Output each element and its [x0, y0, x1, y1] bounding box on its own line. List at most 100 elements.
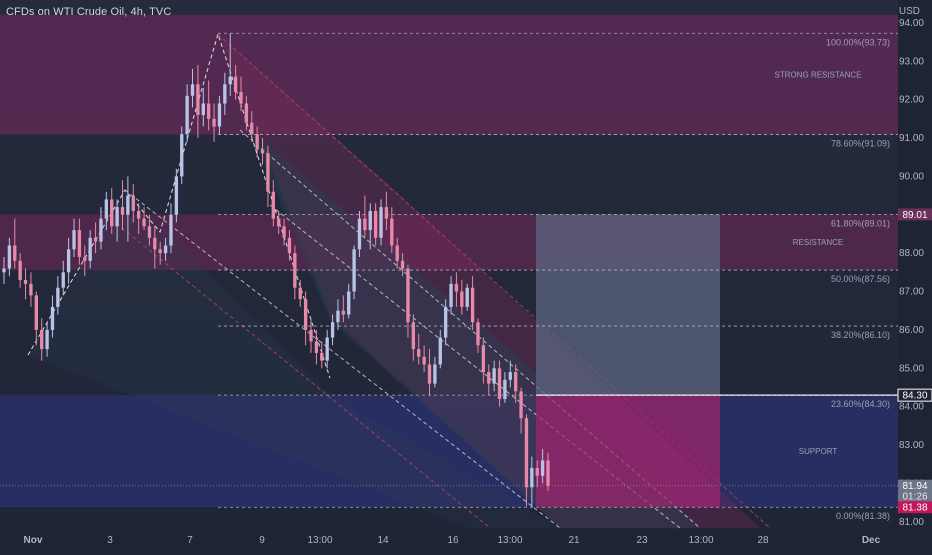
candle[interactable] [336, 310, 340, 323]
candle[interactable] [223, 84, 227, 104]
candle[interactable] [363, 218, 367, 231]
candle[interactable] [169, 214, 173, 246]
candle[interactable] [99, 218, 103, 242]
candle[interactable] [492, 368, 496, 384]
candle[interactable] [460, 291, 464, 307]
candle[interactable] [411, 322, 416, 350]
candle[interactable] [136, 210, 141, 219]
candle[interactable] [228, 76, 232, 85]
candle[interactable] [438, 337, 442, 365]
candle[interactable] [373, 210, 378, 238]
candle[interactable] [497, 368, 502, 399]
candle[interactable] [104, 199, 109, 219]
candle[interactable] [66, 249, 71, 273]
candle[interactable] [271, 191, 275, 219]
candle[interactable] [530, 468, 534, 488]
candle[interactable] [282, 226, 286, 238]
candle[interactable] [303, 299, 308, 330]
position-stop-zone[interactable] [536, 395, 720, 508]
candle[interactable] [406, 268, 410, 323]
candle[interactable] [535, 468, 539, 476]
candle[interactable] [298, 287, 302, 300]
candle[interactable] [470, 287, 475, 323]
candle[interactable] [508, 372, 512, 380]
candle[interactable] [180, 134, 184, 177]
candle[interactable] [524, 418, 529, 488]
candle[interactable] [357, 218, 362, 250]
candle[interactable] [417, 349, 421, 357]
candle[interactable] [40, 329, 44, 350]
candle[interactable] [13, 245, 17, 261]
candle[interactable] [546, 460, 550, 486]
candle[interactable] [514, 372, 518, 392]
candle[interactable] [88, 237, 92, 261]
candle[interactable] [330, 322, 335, 338]
candle[interactable] [244, 103, 249, 123]
candle[interactable] [384, 207, 389, 219]
candle[interactable] [250, 122, 254, 135]
candle[interactable] [185, 95, 189, 135]
candle[interactable] [131, 195, 135, 211]
candle[interactable] [255, 134, 259, 150]
candle[interactable] [7, 245, 12, 269]
candle[interactable] [147, 226, 152, 238]
candle[interactable] [142, 218, 146, 227]
candle[interactable] [45, 329, 49, 350]
candle[interactable] [207, 103, 211, 119]
candle[interactable] [368, 210, 372, 231]
candle[interactable] [266, 153, 270, 192]
candle[interactable] [427, 364, 432, 384]
candle[interactable] [352, 249, 356, 292]
candle[interactable] [481, 345, 486, 373]
candle[interactable] [29, 283, 33, 296]
position-target-zone[interactable] [536, 214, 720, 396]
candle[interactable] [174, 176, 179, 215]
candle[interactable] [163, 245, 168, 254]
time-axis[interactable] [0, 530, 898, 550]
candle[interactable] [443, 306, 448, 338]
candle[interactable] [2, 268, 6, 273]
candle[interactable] [395, 245, 399, 261]
candle[interactable] [233, 76, 238, 92]
candle[interactable] [325, 337, 329, 361]
candle[interactable] [454, 283, 459, 292]
candle[interactable] [34, 295, 38, 330]
candle[interactable] [476, 322, 480, 346]
candle[interactable] [540, 460, 545, 476]
candle[interactable] [201, 103, 205, 116]
candle[interactable] [314, 341, 319, 353]
candle[interactable] [212, 118, 216, 127]
candle[interactable] [23, 280, 28, 284]
candle[interactable] [56, 287, 60, 307]
candle[interactable] [120, 207, 125, 215]
candle[interactable] [487, 372, 491, 384]
candle[interactable] [83, 256, 87, 261]
candle[interactable] [293, 253, 297, 288]
candle[interactable] [503, 379, 507, 399]
candle[interactable] [519, 391, 523, 419]
candle[interactable] [93, 237, 98, 242]
candle[interactable] [449, 283, 453, 307]
candle[interactable] [400, 260, 405, 269]
candle[interactable] [390, 218, 394, 246]
candle[interactable] [260, 149, 265, 154]
candle[interactable] [217, 103, 222, 127]
candle[interactable] [158, 249, 162, 254]
candle[interactable] [341, 310, 345, 315]
candle[interactable] [422, 356, 426, 365]
candle[interactable] [309, 329, 313, 342]
candle[interactable] [72, 230, 76, 250]
candle[interactable] [277, 218, 281, 227]
candle[interactable] [190, 84, 195, 96]
candle[interactable] [433, 364, 437, 384]
candle[interactable] [115, 207, 119, 227]
candle[interactable] [196, 84, 200, 116]
candle[interactable] [18, 260, 22, 281]
candle[interactable] [61, 272, 65, 288]
price-axis[interactable] [898, 0, 932, 550]
candle[interactable] [320, 352, 324, 361]
candle[interactable] [379, 207, 383, 238]
candle[interactable] [347, 291, 351, 315]
